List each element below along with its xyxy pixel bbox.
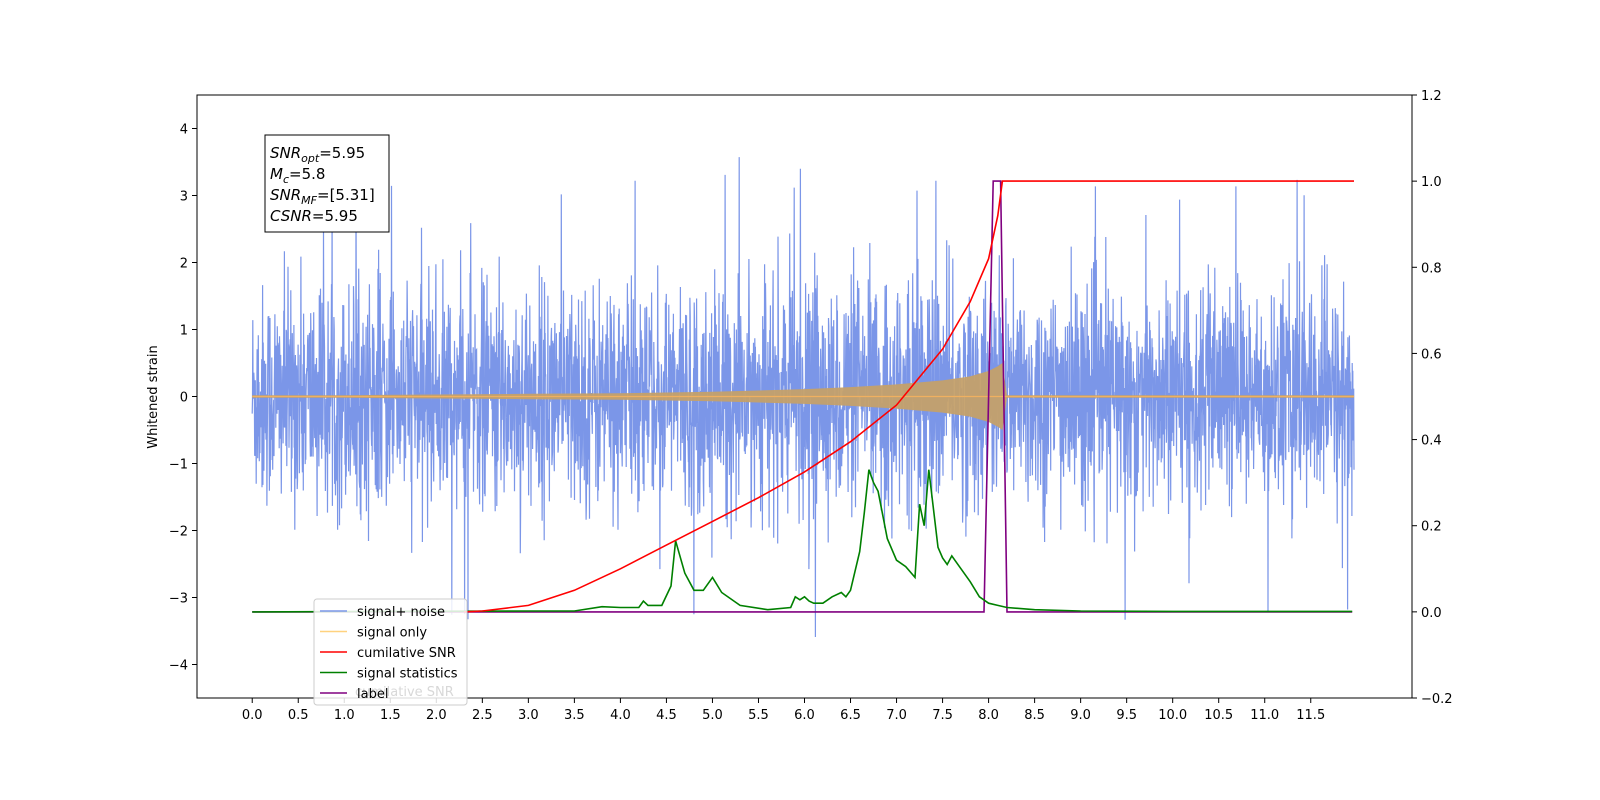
x-tick-label: 7.0 (886, 708, 907, 723)
legend: cumilative SNR signal+ noise signal only c… (313, 598, 468, 706)
y2-tick-label: 0.4 (1421, 434, 1442, 449)
y2-tick-label: 0.0 (1421, 606, 1442, 621)
legend-label: label (357, 687, 388, 702)
annotation-frame (264, 134, 390, 233)
annotation-symbol: SNR (270, 186, 301, 204)
annotation-value: =5.95 (319, 144, 365, 162)
y2-tick-label: 0.2 (1421, 520, 1442, 535)
x-tick-label: 8.0 (978, 708, 999, 723)
annotation-subscript: c (283, 173, 289, 186)
x-tick-label: 4.0 (610, 708, 631, 723)
y-tick-label: 0 (180, 391, 188, 406)
x-tick-label: 9.0 (1070, 708, 1091, 723)
annotation-symbol: M (270, 165, 283, 183)
x-tick-label: 10.5 (1204, 708, 1233, 723)
annotation-value: =[5.31] (317, 186, 375, 204)
y-tick-label: −2 (169, 525, 188, 540)
x-tick-label: 9.5 (1116, 708, 1137, 723)
legend-frame (313, 598, 468, 706)
y-axis-title: Whitened strain (146, 345, 161, 448)
y2-tick-label: 0.6 (1421, 347, 1442, 362)
x-tick-label: 3.5 (564, 708, 585, 723)
x-tick-label: 10.0 (1158, 708, 1187, 723)
y-tick-label: −4 (169, 659, 188, 674)
y-tick-label: 3 (180, 190, 188, 205)
annotation-line: CSNR=5.95 (270, 207, 358, 225)
y2-tick-label: 1.0 (1421, 175, 1442, 190)
legend-hidden-text: cumilative SNR (355, 685, 454, 700)
x-tick-label: 6.0 (794, 708, 815, 723)
x-tick-label: 5.0 (702, 708, 723, 723)
series-signal-statistics (252, 469, 1353, 613)
y2-tick-label: 1.2 (1421, 89, 1442, 104)
y-tick-label: 4 (180, 123, 188, 138)
x-tick-label: 7.5 (932, 708, 953, 723)
annotation-symbol: SNR (270, 144, 301, 162)
legend-label: signal only (357, 626, 427, 641)
plot-area (251, 157, 1355, 638)
annotation-subscript: opt (301, 152, 320, 165)
x-tick-label: 5.5 (748, 708, 769, 723)
annotation-value: =5.95 (312, 207, 358, 225)
axes: 0.0 0.5 1.0 1.5 2.0 2.5 3.0 3.5 4.0 4.5 5.0 5.5 6.0 6… (169, 89, 1453, 723)
y-tick-label: 2 (180, 257, 188, 272)
x-tick-label: 1.5 (380, 708, 401, 723)
y-tick-label: 1 (180, 324, 188, 339)
x-tick-label: 11.5 (1296, 708, 1325, 723)
annotation-line: SNRopt=5.95 (270, 144, 365, 165)
legend-label: signal+ noise (357, 605, 445, 620)
legend-label: signal statistics (357, 667, 458, 682)
y2-tick-label: 0.8 (1421, 261, 1442, 276)
x-tick-label: 4.5 (656, 708, 677, 723)
y-tick-label: −3 (169, 592, 188, 607)
x-tick-label: 0.0 (242, 708, 263, 723)
x-tick-label: 3.0 (518, 708, 539, 723)
legend-label: cumilative SNR (357, 646, 456, 661)
x-tick-label: 0.5 (288, 708, 309, 723)
x-tick-label: 6.5 (840, 708, 861, 723)
annotation-line: SNRMF=[5.31] (270, 186, 375, 207)
x-tick-label: 2.0 (426, 708, 447, 723)
y-tick-label: −1 (169, 458, 188, 473)
series-cumilative-snr (463, 180, 1354, 613)
series-signal-noise (251, 157, 1355, 638)
y2-tick-label: −0.2 (1421, 692, 1453, 707)
annotation-symbol: CSNR (270, 207, 312, 225)
annotation-subscript: MF (301, 194, 317, 207)
x-tick-label: 1.0 (334, 708, 355, 723)
annotation-value: =5.8 (289, 165, 325, 183)
x-tick-label: 11.0 (1250, 708, 1279, 723)
legend-entries: signal+ noise signal only cumilative SNR si… (320, 605, 458, 702)
x-tick-label: 8.5 (1024, 708, 1045, 723)
annotation-line: Mc=5.8 (270, 165, 325, 186)
series-label (252, 180, 1353, 613)
x-tick-label: 2.5 (472, 708, 493, 723)
